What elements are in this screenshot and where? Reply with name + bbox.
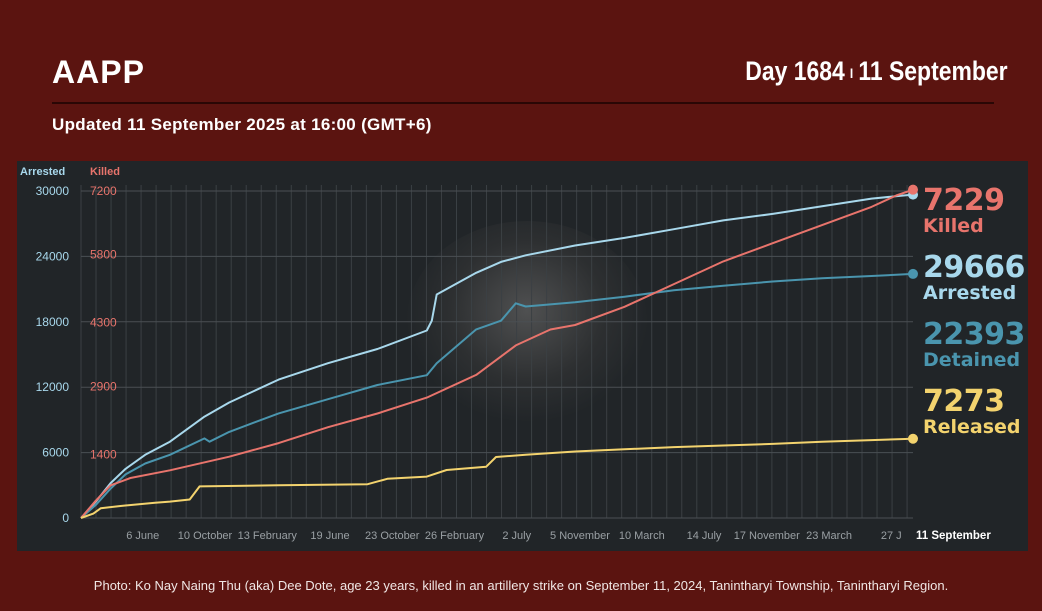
series-end-point-killed [908, 184, 918, 195]
stat-detained-label: Detained [923, 349, 1021, 371]
stat-released: 7273 Released [923, 387, 1021, 437]
right-tick-label: 4300 [90, 316, 117, 330]
stat-killed-label: Killed [923, 215, 984, 237]
arrested-axis-title: Arrested [20, 166, 66, 178]
series-line-released [80, 437, 914, 519]
x-tick-label: 14 July [687, 530, 722, 542]
stat-killed-value: 7229 [923, 183, 1005, 218]
x-tick-label: 23 March [806, 530, 852, 542]
series-end-point-detained [908, 268, 918, 279]
brand-title: AAPP [52, 54, 145, 90]
day-number: Day 1684 [745, 56, 846, 86]
x-tick-label: 2 July [502, 530, 531, 542]
x-tick-label: 5 November [550, 530, 610, 542]
x-tick-label: 27 J [881, 530, 902, 542]
stat-released-value: 7273 [923, 384, 1005, 419]
left-tick-label: 24000 [36, 249, 70, 263]
chart-panel: 0 6000 12000 18000 24000 30000 1400 2900 4300 580… [17, 161, 1028, 551]
right-tick-label: 1400 [90, 447, 117, 461]
left-tick-label: 30000 [36, 184, 70, 198]
left-tick-label: 12000 [36, 380, 70, 394]
day-counter: Day 1684 I 11 September [746, 56, 1008, 87]
day-date: 11 September [858, 56, 1008, 86]
series-line-arrested [80, 193, 914, 519]
x-tick-label: 19 June [310, 530, 349, 542]
x-tick-label: 13 February [238, 530, 298, 542]
series-line-detained [80, 272, 914, 519]
killed-axis-title: Killed [90, 166, 120, 178]
stat-detained-value: 22393 [923, 317, 1025, 352]
x-tick-label: 10 October [178, 530, 233, 542]
photo-caption: Photo: Ko Nay Naing Thu (aka) Dee Dote, … [93, 578, 949, 593]
stat-released-label: Released [923, 416, 1021, 438]
x-tick-label: 17 November [734, 530, 800, 542]
stat-arrested-label: Arrested [923, 282, 1017, 304]
right-tick-label: 5800 [90, 248, 117, 262]
series-end-point-released [908, 433, 918, 444]
left-tick-label: 6000 [42, 446, 69, 460]
right-tick-label: 7200 [90, 184, 117, 198]
stat-arrested-value: 29666 [923, 250, 1025, 285]
x-tick-label: 11 September [916, 530, 991, 542]
left-tick-label: 0 [62, 511, 69, 525]
x-tick-label: 6 June [126, 530, 159, 542]
x-tick-label: 23 October [365, 530, 420, 542]
cumulative-chart: 0 6000 12000 18000 24000 30000 1400 2900 4300 580… [36, 184, 992, 542]
stat-detained: 22393 Detained [923, 320, 1025, 370]
left-tick-label: 18000 [36, 315, 70, 329]
updated-timestamp: Updated 11 September 2025 at 16:00 (GMT+… [52, 115, 432, 134]
stat-arrested: 29666 Arrested [923, 253, 1025, 303]
stat-killed: 7229 Killed [923, 186, 1005, 236]
day-separator: I [850, 64, 854, 81]
x-tick-label: 26 February [425, 530, 485, 542]
header-divider [52, 102, 994, 104]
x-tick-label: 10 March [619, 530, 665, 542]
right-tick-label: 2900 [90, 379, 117, 393]
series-line-killed [80, 188, 914, 519]
